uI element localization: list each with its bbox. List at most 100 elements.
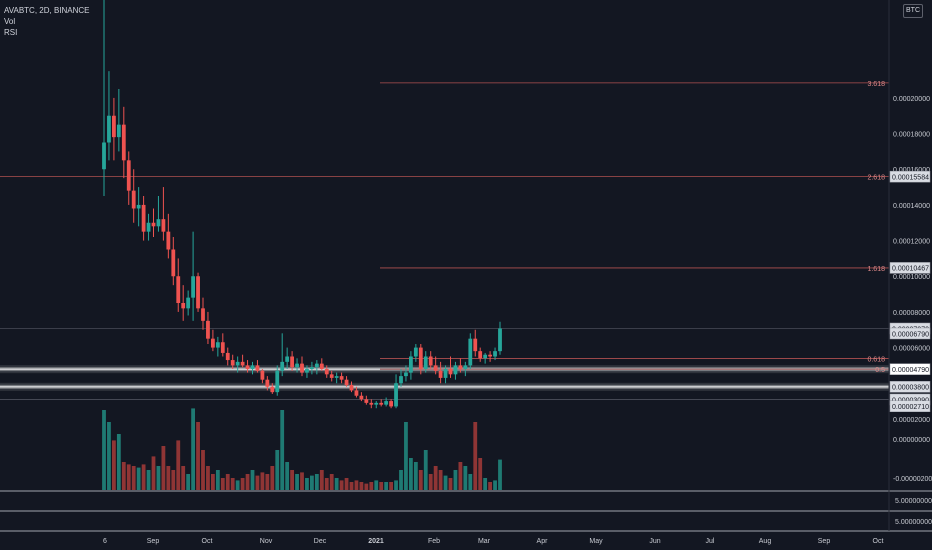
volume-bar [250, 470, 255, 490]
candle-body [265, 379, 270, 387]
time-tick-label: 6 [103, 538, 107, 545]
volume-tick-label: -0.00000200 [893, 476, 932, 483]
time-tick-label: Nov [260, 538, 273, 545]
volume-bar [448, 478, 453, 490]
volume-bar [498, 459, 502, 490]
volume-bar [305, 478, 309, 490]
candle-body [151, 222, 156, 227]
candle-body [141, 204, 146, 232]
price-tick-label: 0.00014000 [893, 203, 930, 210]
price-tick-label: 0.00008000 [893, 310, 930, 317]
candle-body [359, 395, 364, 400]
volume-indicator-label[interactable]: Vol [4, 17, 16, 26]
candle-body [191, 276, 195, 298]
volume-bars [102, 408, 502, 490]
volume-bar [428, 474, 433, 490]
price-tick-label: 0.00012000 [893, 239, 930, 246]
price-tick-label: 0.00016000 [893, 167, 930, 174]
symbol-title: AVABTC, 2D, BINANCE [4, 6, 90, 15]
volume-bar [146, 470, 151, 490]
price-label-box[interactable] [889, 170, 931, 183]
candle-body [310, 367, 314, 369]
candle-body [295, 363, 299, 368]
volume-bar [354, 480, 359, 490]
volume-bar [107, 422, 111, 490]
candle-body [379, 402, 384, 405]
time-axis: 6 Sep Oct Nov Dec 2021 Feb Mar Apr May Jun Jul Aug Se… [103, 538, 883, 545]
fibonacci-levels: 3.618 2.618 1.618 0.618 0.5 [0, 81, 889, 374]
volume-bar [389, 482, 393, 490]
time-tick-label: May [589, 538, 603, 545]
candle-body [493, 351, 497, 357]
volume-bar [240, 478, 245, 490]
candle-body [374, 402, 379, 405]
candle-body [250, 365, 255, 369]
candle-body [215, 342, 220, 348]
volume-bar [443, 475, 448, 490]
candle-body [102, 142, 106, 170]
volume-tick-label: 0.00000000 [893, 437, 930, 444]
price-label-text: 0.00003800 [892, 385, 929, 392]
candle-body [211, 338, 215, 348]
volume-bar [310, 475, 314, 490]
volume-bar [201, 450, 205, 490]
candle-body [369, 402, 374, 405]
candle-body [324, 368, 329, 375]
price-label-box[interactable] [889, 327, 931, 340]
volume-bar [384, 482, 389, 490]
volume-bar [131, 466, 136, 490]
candle-body [300, 363, 304, 373]
time-tick-label: Sep [818, 538, 831, 545]
candle-body [478, 351, 483, 359]
candle-body [418, 347, 423, 369]
rsi-tick-label: 5.00000000 [895, 498, 932, 505]
volume-bar [418, 470, 423, 490]
price-label-text: 0.00004790 [892, 367, 929, 374]
volume-bar [314, 474, 319, 490]
candle-body [404, 372, 408, 377]
candle-body [245, 365, 250, 369]
candle-body [196, 276, 200, 309]
fib-label: 3.618 [867, 81, 885, 88]
price-tick-label: 0.00020000 [893, 96, 930, 103]
candle-body [181, 302, 186, 309]
price-tick-label: 0.00018000 [893, 132, 930, 139]
candle-body [389, 401, 393, 407]
volume-bar [394, 480, 398, 490]
price-label-text: 0.00015584 [892, 174, 929, 181]
candle-body [433, 365, 438, 371]
volume-bar [423, 450, 428, 490]
volume-bar [483, 478, 488, 490]
candle-body [255, 365, 260, 371]
fib-label: 0.618 [867, 356, 885, 363]
volume-bar [265, 474, 270, 490]
candle-body [413, 347, 418, 357]
volume-bar [344, 478, 349, 490]
price-label-text: 0.00006790 [892, 331, 929, 338]
rsi-indicator-label[interactable]: RSI [4, 28, 18, 37]
candle-body [329, 374, 334, 378]
volume-bar [374, 480, 379, 490]
candle-body [399, 376, 403, 384]
candle-body [270, 386, 275, 393]
price-tick-label: 0.00006000 [893, 346, 930, 353]
currency-badge[interactable]: BTC [903, 4, 923, 18]
volume-bar [290, 470, 294, 490]
candle-body [280, 361, 285, 371]
candle-body [463, 365, 468, 369]
candle-body [305, 368, 309, 373]
time-tick-label: 2021 [368, 538, 384, 545]
price-label-box[interactable] [889, 381, 931, 393]
candle-body [220, 342, 225, 353]
candle-body [428, 356, 433, 366]
price-label-box[interactable] [889, 363, 931, 375]
volume-bar [379, 482, 384, 490]
price-label-box[interactable] [889, 400, 931, 413]
volume-bar [300, 472, 304, 490]
candle-body [344, 379, 349, 386]
candle-body [112, 115, 116, 138]
candle-body [136, 204, 141, 209]
price-label-box[interactable] [889, 262, 931, 274]
candle-body [121, 124, 126, 161]
